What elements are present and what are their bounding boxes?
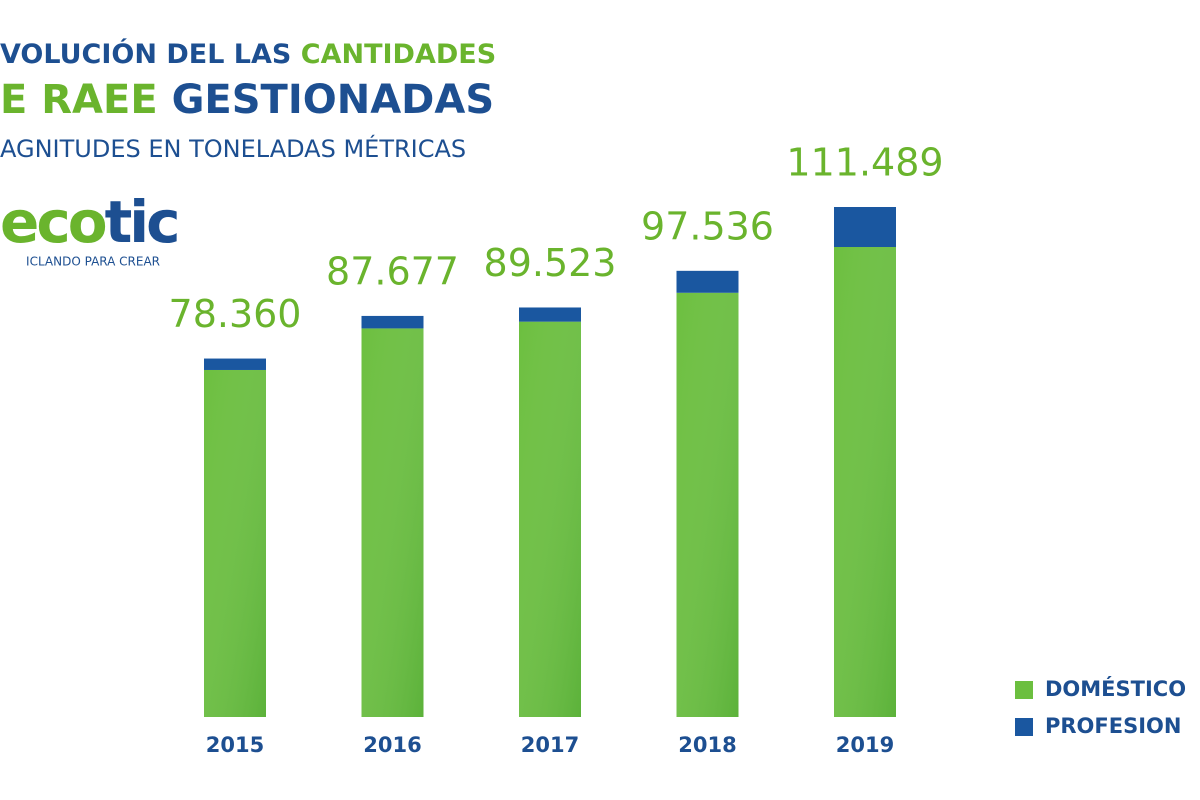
x-tick-label: 2018 (678, 733, 736, 757)
x-tick-label: 2015 (206, 733, 264, 757)
bar-shade (204, 369, 266, 717)
logo-tagline: ICLANDO PARA CREAR (26, 255, 160, 269)
title: VOLUCIÓN DEL LAS CANTIDADES (0, 38, 496, 70)
logo-part: eco (0, 188, 106, 256)
legend-label: DOMÉSTICO (1045, 676, 1186, 701)
bar-segment (519, 307, 581, 322)
logo-part: tic (105, 188, 178, 256)
total-label: 89.523 (484, 241, 617, 285)
title-part: E RAEE (0, 77, 172, 123)
title-part: CANTIDADES (301, 39, 496, 70)
bar-shade (676, 292, 739, 717)
title-part: GESTIONADAS (172, 77, 495, 123)
title-part: VOLUCIÓN DEL LAS (0, 38, 301, 70)
bar-segment (834, 207, 896, 248)
subtitle: AGNITUDES EN TONELADAS MÉTRICAS (0, 134, 466, 163)
logo: ecotic (0, 188, 178, 256)
legend-swatch (1015, 681, 1033, 699)
legend-swatch (1015, 718, 1033, 736)
bar-segment (204, 358, 266, 370)
bar-shade (834, 247, 896, 718)
total-label: 87.677 (326, 249, 459, 293)
total-label: 78.360 (169, 292, 302, 336)
total-label: 111.489 (786, 141, 943, 185)
bar-shade (361, 328, 424, 717)
total-label: 97.536 (641, 204, 774, 248)
title: E RAEE GESTIONADAS (0, 77, 494, 123)
x-tick-label: 2019 (836, 733, 894, 757)
x-tick-label: 2016 (363, 733, 421, 757)
bar-shade (519, 321, 581, 717)
legend-label: PROFESION (1045, 714, 1181, 738)
x-tick-label: 2017 (521, 733, 579, 757)
bar-segment (361, 315, 424, 329)
bar-segment (676, 270, 739, 293)
